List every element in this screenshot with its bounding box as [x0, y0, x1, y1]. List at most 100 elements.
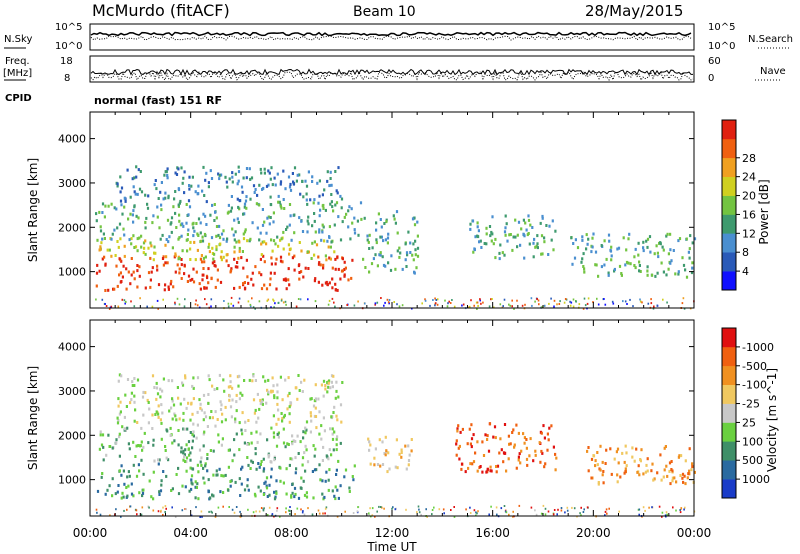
data-cell [353, 228, 356, 232]
data-cell [429, 304, 431, 307]
data-cell [152, 470, 155, 474]
data-cell [364, 302, 366, 305]
data-cell [142, 488, 145, 492]
data-cell [202, 418, 205, 422]
data-cell [217, 172, 220, 176]
data-cell [316, 181, 319, 185]
data-cell [130, 398, 133, 402]
data-cell [597, 303, 600, 306]
data-cell [690, 271, 694, 275]
data-cell [291, 491, 294, 495]
data-cell [470, 445, 473, 449]
nave-label: Nave [760, 66, 786, 77]
data-cell [126, 475, 129, 479]
data-cell [444, 299, 446, 302]
data-cell [127, 270, 130, 274]
data-cell [602, 470, 605, 473]
colorbar-segment [722, 422, 736, 442]
data-cell [96, 263, 99, 267]
data-cell [341, 220, 344, 224]
data-cell [535, 244, 538, 248]
data-cell [337, 166, 340, 170]
data-cell [321, 492, 324, 496]
data-cell [470, 299, 472, 302]
data-cell [512, 235, 515, 239]
data-cell [153, 183, 156, 187]
data-cell [637, 241, 640, 245]
data-cell [297, 452, 300, 455]
data-cell [163, 173, 166, 177]
data-cell [482, 454, 486, 457]
data-cell [442, 508, 445, 511]
data-cell [336, 418, 339, 422]
data-cell [134, 408, 137, 412]
data-cell [297, 298, 300, 300]
data-cell [256, 440, 259, 444]
data-cell [162, 255, 165, 259]
data-cell [125, 405, 128, 408]
data-cell [543, 304, 546, 307]
data-cell [280, 298, 283, 301]
data-cell [270, 475, 273, 479]
data-cell [324, 254, 327, 258]
data-cell [624, 263, 627, 267]
x-axis-labels: 00:00 04:00 08:00 12:00 16:00 20:00 00:00 [73, 526, 712, 540]
data-cell [164, 511, 166, 513]
data-cell [271, 376, 274, 380]
data-cell [526, 233, 529, 237]
data-cell [325, 258, 328, 262]
data-cell [118, 273, 121, 277]
data-cell [101, 298, 104, 301]
data-cell [301, 230, 305, 233]
data-cell [191, 433, 194, 437]
data-cell [330, 453, 333, 457]
data-cell [319, 263, 322, 267]
data-cell [135, 509, 138, 512]
data-cell [547, 438, 550, 442]
data-cell [190, 487, 193, 491]
data-cell [99, 229, 103, 233]
data-cell [495, 506, 498, 509]
data-cell [375, 228, 378, 232]
data-cell [222, 229, 225, 233]
data-cell [242, 232, 245, 236]
data-cell [324, 479, 327, 483]
data-cell [662, 475, 665, 479]
data-cell [509, 442, 512, 446]
data-cell [374, 302, 377, 305]
data-cell [336, 488, 339, 492]
data-cell [617, 461, 620, 465]
data-cell [174, 516, 177, 518]
data-cell [246, 442, 249, 446]
data-cell [691, 241, 694, 245]
data-cell [139, 297, 141, 300]
data-cell [486, 434, 489, 438]
data-cell [116, 421, 120, 425]
data-cell [262, 457, 265, 461]
data-cell [678, 237, 682, 241]
data-cell [335, 380, 338, 384]
data-cell [275, 490, 278, 494]
data-cell [326, 179, 329, 183]
data-cell [307, 222, 310, 226]
data-cell [290, 238, 293, 242]
data-cell [638, 269, 641, 273]
data-cell [416, 246, 420, 250]
data-cell [332, 374, 335, 378]
data-cell [226, 185, 229, 189]
data-cell [393, 217, 396, 221]
data-cell [201, 235, 204, 239]
data-cell [152, 258, 155, 262]
data-cell [473, 247, 476, 251]
data-cell [594, 459, 597, 463]
data-cell [340, 197, 344, 201]
data-cell [130, 482, 133, 486]
data-cell [216, 268, 219, 272]
data-cell [199, 460, 202, 464]
data-cell [132, 209, 135, 213]
data-cell [193, 240, 196, 244]
data-cell [257, 416, 260, 420]
data-cell [669, 248, 672, 252]
data-cell [262, 467, 266, 471]
data-cell [629, 298, 631, 301]
